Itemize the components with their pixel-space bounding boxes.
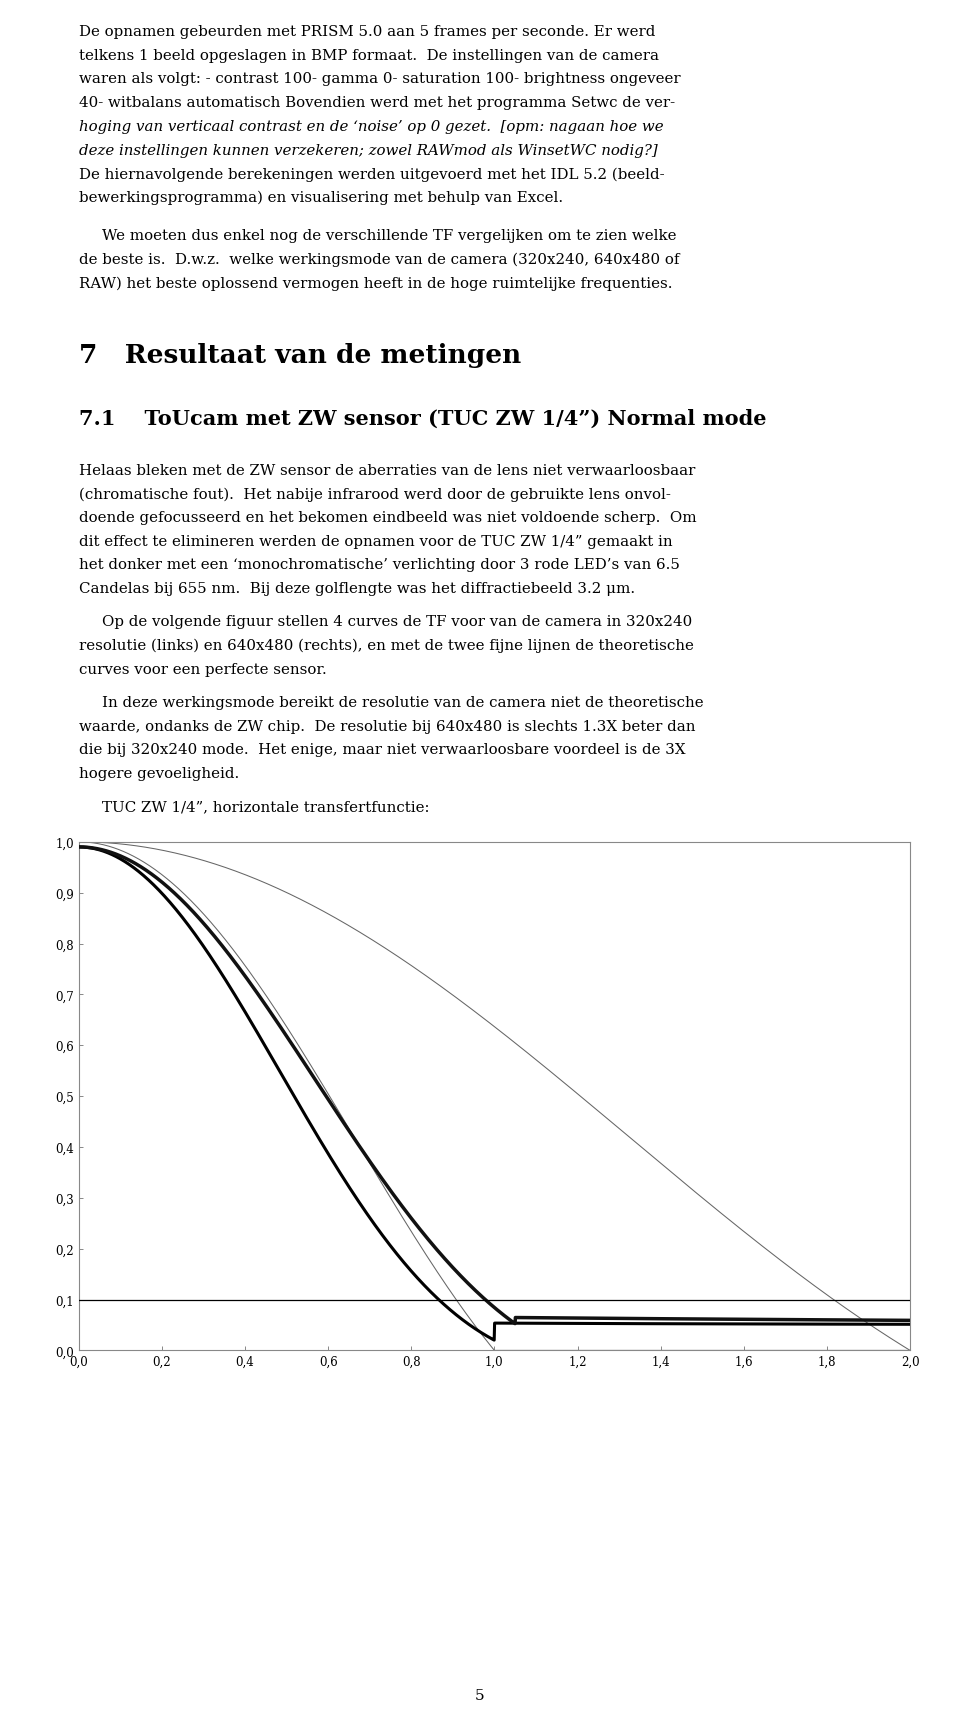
Text: 5: 5 (475, 1689, 485, 1702)
Text: In deze werkingsmode bereikt de resolutie van de camera niet de theoretische: In deze werkingsmode bereikt de resoluti… (102, 696, 704, 710)
Text: Op de volgende figuur stellen 4 curves de TF voor van de camera in 320x240: Op de volgende figuur stellen 4 curves d… (102, 615, 692, 629)
Text: (chromatische fout).  Het nabije infrarood werd door de gebruikte lens onvol-: (chromatische fout). Het nabije infraroo… (79, 488, 671, 501)
Text: Candelas bij 655 nm.  Bij deze golflengte was het diffractiebeeld 3.2 μm.: Candelas bij 655 nm. Bij deze golflengte… (79, 582, 635, 596)
Text: Helaas bleken met de ZW sensor de aberraties van de lens niet verwaarloosbaar: Helaas bleken met de ZW sensor de aberra… (79, 463, 695, 477)
Text: deze instellingen kunnen verzekeren; zowel RAWmod als WinsetWC nodig?]: deze instellingen kunnen verzekeren; zow… (79, 143, 658, 157)
Text: De hiernavolgende berekeningen werden uitgevoerd met het IDL 5.2 (beeld-: De hiernavolgende berekeningen werden ui… (79, 167, 664, 181)
Text: die bij 320x240 mode.  Het enige, maar niet verwaarloosbare voordeel is de 3X: die bij 320x240 mode. Het enige, maar ni… (79, 743, 685, 756)
Text: 7   Resultaat van de metingen: 7 Resultaat van de metingen (79, 343, 521, 367)
Text: TUC ZW 1/4”, horizontale transfertfunctie:: TUC ZW 1/4”, horizontale transfertfuncti… (102, 799, 429, 813)
Text: telkens 1 beeld opgeslagen in BMP formaat.  De instellingen van de camera: telkens 1 beeld opgeslagen in BMP formaa… (79, 48, 659, 62)
Text: hogere gevoeligheid.: hogere gevoeligheid. (79, 767, 239, 781)
Text: 40- witbalans automatisch Bovendien werd met het programma Setwc de ver-: 40- witbalans automatisch Bovendien werd… (79, 96, 675, 110)
Text: hoging van verticaal contrast en de ‘noise’ op 0 gezet.  [opm: nagaan hoe we: hoging van verticaal contrast en de ‘noi… (79, 121, 663, 134)
Text: RAW) het beste oplossend vermogen heeft in de hoge ruimtelijke frequenties.: RAW) het beste oplossend vermogen heeft … (79, 276, 672, 291)
Text: curves voor een perfecte sensor.: curves voor een perfecte sensor. (79, 662, 326, 675)
Text: doende gefocusseerd en het bekomen eindbeeld was niet voldoende scherp.  Om: doende gefocusseerd en het bekomen eindb… (79, 510, 696, 524)
Text: de beste is.  D.w.z.  welke werkingsmode van de camera (320x240, 640x480 of: de beste is. D.w.z. welke werkingsmode v… (79, 253, 680, 267)
Text: dit effect te elimineren werden de opnamen voor de TUC ZW 1/4” gemaakt in: dit effect te elimineren werden de opnam… (79, 534, 672, 548)
Text: bewerkingsprogramma) en visualisering met behulp van Excel.: bewerkingsprogramma) en visualisering me… (79, 191, 563, 205)
Text: resolutie (links) en 640x480 (rechts), en met de twee fijne lijnen de theoretisc: resolutie (links) en 640x480 (rechts), e… (79, 639, 693, 653)
Text: waren als volgt: - contrast 100- gamma 0- saturation 100- brightness ongeveer: waren als volgt: - contrast 100- gamma 0… (79, 72, 681, 86)
Text: 7.1    ToUcam met ZW sensor (TUC ZW 1/4”) Normal mode: 7.1 ToUcam met ZW sensor (TUC ZW 1/4”) N… (79, 408, 766, 429)
Text: We moeten dus enkel nog de verschillende TF vergelijken om te zien welke: We moeten dus enkel nog de verschillende… (102, 229, 676, 243)
Text: het donker met een ‘monochromatische’ verlichting door 3 rode LED’s van 6.5: het donker met een ‘monochromatische’ ve… (79, 558, 680, 572)
Text: waarde, ondanks de ZW chip.  De resolutie bij 640x480 is slechts 1.3X beter dan: waarde, ondanks de ZW chip. De resolutie… (79, 718, 695, 732)
Text: De opnamen gebeurden met PRISM 5.0 aan 5 frames per seconde. Er werd: De opnamen gebeurden met PRISM 5.0 aan 5… (79, 24, 655, 40)
